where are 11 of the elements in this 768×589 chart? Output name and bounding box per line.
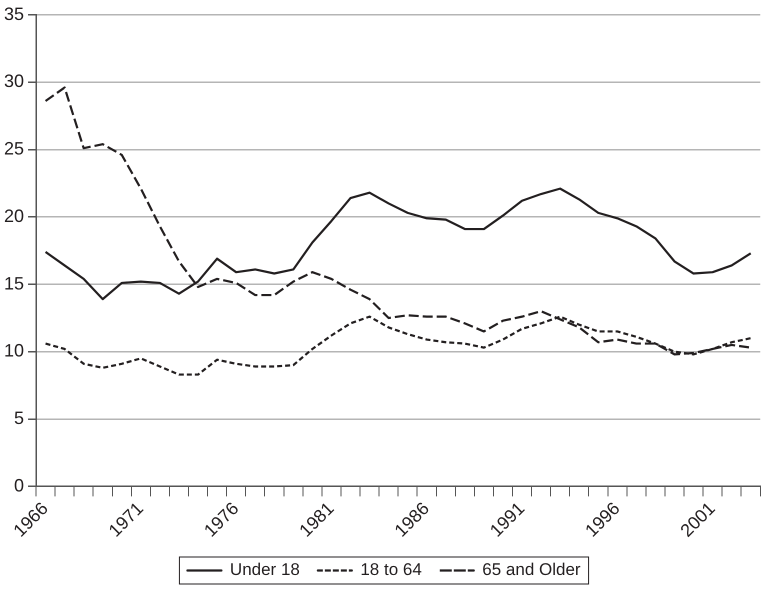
y-tick-label: 20: [4, 206, 24, 226]
y-tick-label: 25: [4, 138, 24, 159]
y-tick-label: 30: [4, 71, 24, 92]
legend-label: Under 18: [230, 560, 300, 580]
y-tick-label: 10: [4, 340, 24, 361]
y-tick-label: 0: [14, 475, 24, 496]
legend-label: 18 to 64: [360, 560, 422, 580]
legend-label: 65 and Older: [482, 560, 581, 580]
y-tick-label: 35: [4, 4, 24, 24]
y-tick-label: 15: [4, 273, 24, 294]
y-tick-label: 5: [14, 408, 24, 428]
